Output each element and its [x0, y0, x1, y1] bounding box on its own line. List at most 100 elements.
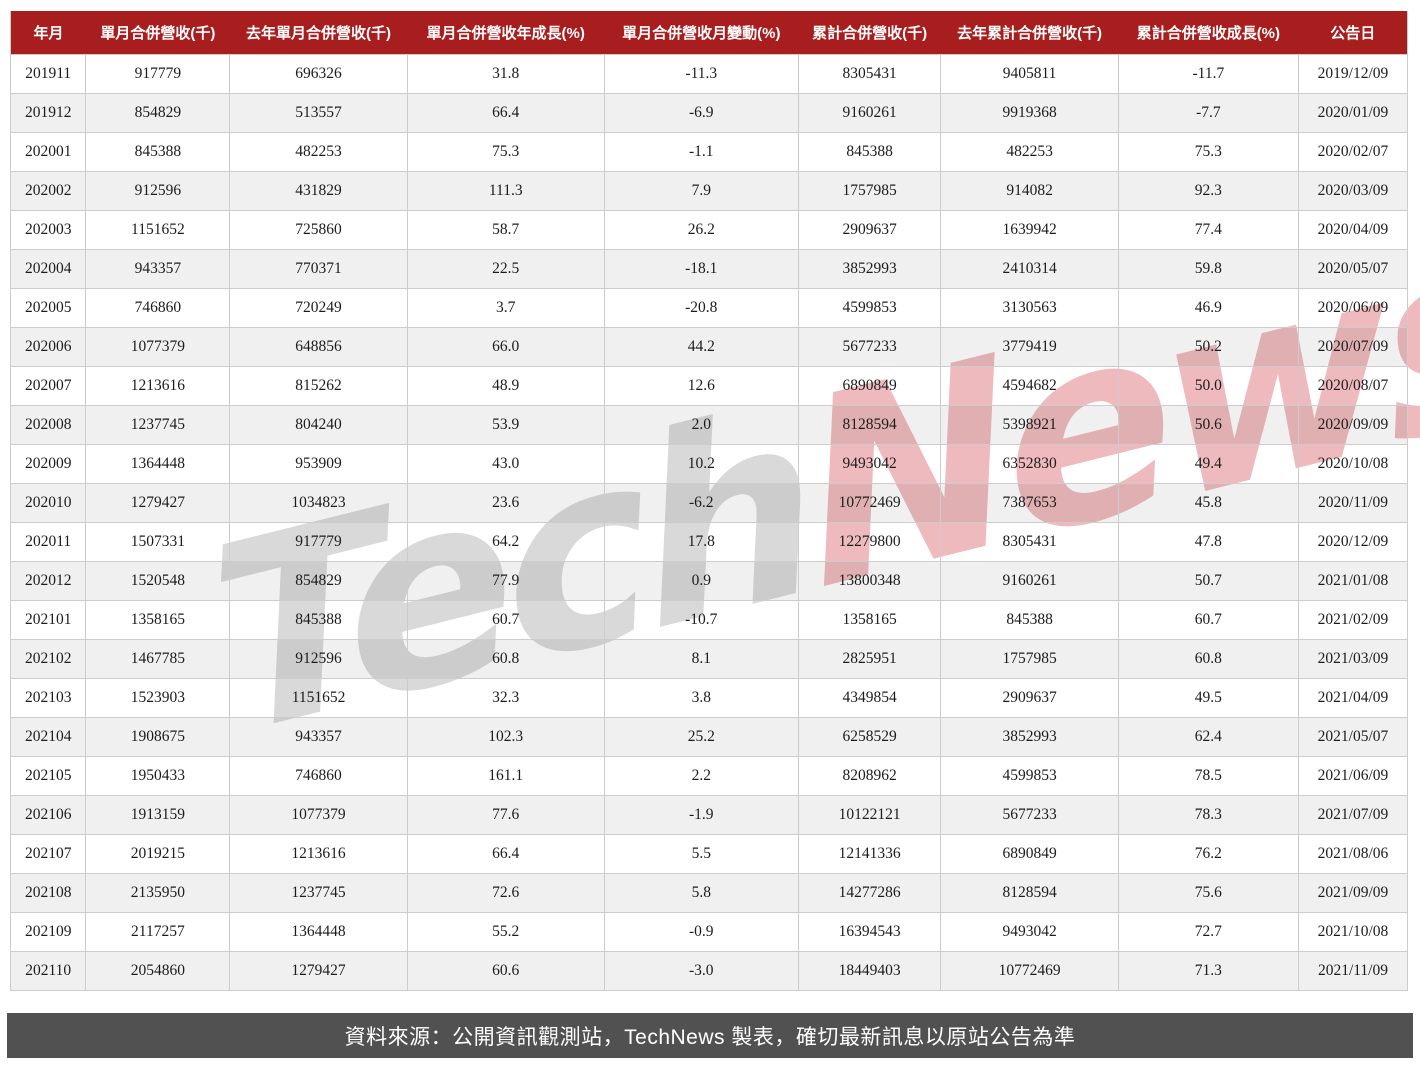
cell: 62.4 — [1117, 717, 1299, 757]
cell: 47.8 — [1117, 522, 1299, 562]
cell: -11.7 — [1117, 54, 1299, 94]
table-row: 202003 1151652 725860 58.7 26.2 2909637 163994… — [9, 210, 1409, 250]
cell: 202107 — [9, 834, 87, 874]
table-row: 202105 1950433 746860 161.1 2.2 8208962 459985… — [9, 756, 1409, 796]
cell: 1467785 — [85, 639, 231, 679]
cell: 64.2 — [406, 522, 605, 562]
cell: 202004 — [9, 249, 87, 289]
cell: 2021/05/07 — [1297, 717, 1409, 757]
cell: 2019/12/09 — [1297, 54, 1409, 94]
cell: 10772469 — [940, 951, 1119, 991]
cell: 2135950 — [85, 873, 231, 913]
table-row: 202011 1507331 917779 64.2 17.8 12279800 83054… — [9, 522, 1409, 562]
cell: 6890849 — [797, 366, 942, 406]
table-row: 202010 1279427 1034823 23.6 -6.2 10772469 7387… — [9, 483, 1409, 523]
table-row: 202103 1523903 1151652 32.3 3.8 4349854 290963… — [9, 678, 1409, 718]
cell: -11.3 — [603, 54, 799, 94]
cell: 12141336 — [797, 834, 942, 874]
cell: 513557 — [229, 93, 408, 133]
cell: 202109 — [9, 912, 87, 952]
cell: 49.5 — [1117, 678, 1299, 718]
cell: 3130563 — [940, 288, 1119, 328]
cell: 6352830 — [940, 444, 1119, 484]
cell: 7387653 — [940, 483, 1119, 523]
cell: 45.8 — [1117, 483, 1299, 523]
cell: 2020/02/07 — [1297, 132, 1409, 172]
cell: 2021/08/06 — [1297, 834, 1409, 874]
cell: 9405811 — [940, 54, 1119, 94]
cell: 59.8 — [1117, 249, 1299, 289]
table-row: 202107 2019215 1213616 66.4 5.5 12141336 68908… — [9, 834, 1409, 874]
cell: 75.6 — [1117, 873, 1299, 913]
cell: 8305431 — [940, 522, 1119, 562]
source-note-bar: 資料來源：公開資訊觀測站，TechNews 製表，確切最新訊息以原站公告為準 — [7, 1013, 1413, 1058]
cell: 202103 — [9, 678, 87, 718]
cell: 1950433 — [85, 756, 231, 796]
cell: 9160261 — [797, 93, 942, 133]
cell: 1358165 — [85, 600, 231, 640]
cell: -20.8 — [603, 288, 799, 328]
cell: 78.5 — [1117, 756, 1299, 796]
cell: 92.3 — [1117, 171, 1299, 211]
cell: 60.8 — [1117, 639, 1299, 679]
cell: 2.0 — [603, 405, 799, 445]
cell: 66.4 — [406, 93, 605, 133]
cell: 2054860 — [85, 951, 231, 991]
cell: 1358165 — [797, 600, 942, 640]
cell: 77.4 — [1117, 210, 1299, 250]
cell: 72.7 — [1117, 912, 1299, 952]
cell: 1279427 — [85, 483, 231, 523]
cell: 111.3 — [406, 171, 605, 211]
cell: 1523903 — [85, 678, 231, 718]
cell: 5677233 — [940, 795, 1119, 835]
cell: 3852993 — [940, 717, 1119, 757]
cell: 12.6 — [603, 366, 799, 406]
cell: -0.9 — [603, 912, 799, 952]
cell: 2117257 — [85, 912, 231, 952]
cell: 5.5 — [603, 834, 799, 874]
cell: 917779 — [229, 522, 408, 562]
cell: 6890849 — [940, 834, 1119, 874]
table-row: 202110 2054860 1279427 60.6 -3.0 18449403 1077… — [9, 951, 1409, 991]
cell: 202102 — [9, 639, 87, 679]
cell: 202009 — [9, 444, 87, 484]
column-header: 公告日 — [1298, 11, 1408, 55]
cell: 917779 — [85, 54, 231, 94]
header-row: 年月 單月合併營收(千) 去年單月合併營收(千) 單月合併營收年成長(%) 單月合併營收… — [10, 11, 1408, 55]
cell: 0.9 — [603, 561, 799, 601]
cell: 2909637 — [940, 678, 1119, 718]
cell: 854829 — [229, 561, 408, 601]
table-row: 202101 1358165 845388 60.7 -10.7 1358165 84538… — [9, 600, 1409, 640]
table-row: 202006 1077379 648856 66.0 44.2 5677233 377941… — [9, 327, 1409, 367]
cell: 9919368 — [940, 93, 1119, 133]
cell: 2021/09/09 — [1297, 873, 1409, 913]
column-header: 累計合併營收(千) — [798, 11, 941, 55]
cell: 14277286 — [797, 873, 942, 913]
cell: 26.2 — [603, 210, 799, 250]
cell: 9493042 — [797, 444, 942, 484]
cell: 3.7 — [406, 288, 605, 328]
cell: 943357 — [85, 249, 231, 289]
cell: 8208962 — [797, 756, 942, 796]
column-header: 年月 — [10, 11, 86, 55]
cell: 2021/06/09 — [1297, 756, 1409, 796]
cell: 50.7 — [1117, 561, 1299, 601]
cell: 2410314 — [940, 249, 1119, 289]
table-row: 202001 845388 482253 75.3 -1.1 845388 482253 75… — [9, 132, 1409, 172]
cell: 161.1 — [406, 756, 605, 796]
cell: 58.7 — [406, 210, 605, 250]
cell: 2020/05/07 — [1297, 249, 1409, 289]
cell: 49.4 — [1117, 444, 1299, 484]
cell: 202012 — [9, 561, 87, 601]
cell: -3.0 — [603, 951, 799, 991]
cell: 912596 — [85, 171, 231, 211]
cell: 17.8 — [603, 522, 799, 562]
cell: 66.4 — [406, 834, 605, 874]
cell: -7.7 — [1117, 93, 1299, 133]
cell: 202005 — [9, 288, 87, 328]
cell: 2021/03/09 — [1297, 639, 1409, 679]
cell: 2020/06/09 — [1297, 288, 1409, 328]
cell: 770371 — [229, 249, 408, 289]
cell: 75.3 — [1117, 132, 1299, 172]
cell: 1213616 — [85, 366, 231, 406]
